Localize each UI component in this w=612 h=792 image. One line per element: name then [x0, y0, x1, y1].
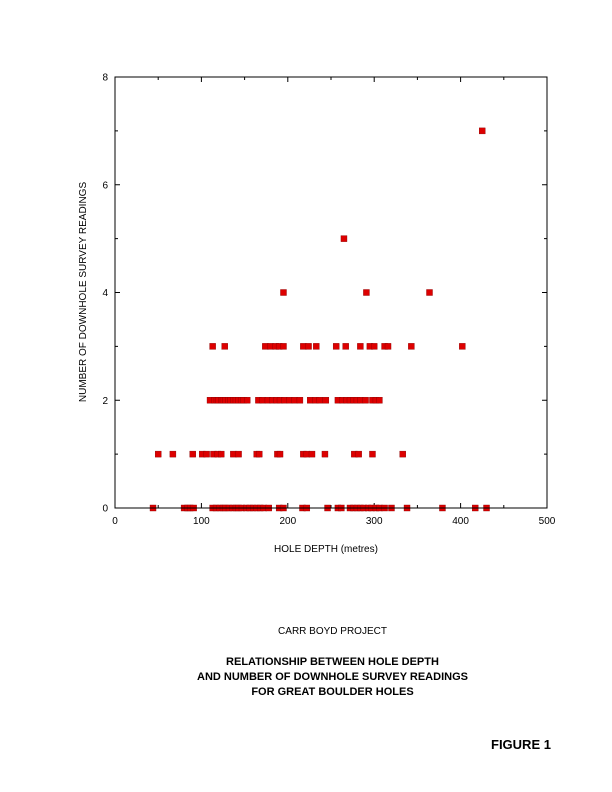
figure-title: RELATIONSHIP BETWEEN HOLE DEPTH AND NUMB…	[0, 655, 612, 700]
data-point	[256, 450, 263, 458]
data-point	[342, 343, 349, 350]
data-point	[235, 450, 242, 458]
x-tick-label: 500	[539, 516, 556, 527]
y-tick-label: 0	[102, 504, 108, 515]
data-point	[308, 450, 316, 458]
data-point	[276, 450, 284, 458]
data-point	[218, 450, 225, 458]
data-point	[243, 397, 251, 404]
data-points	[149, 127, 490, 512]
data-point	[408, 343, 415, 350]
figure-title-line-2: AND NUMBER OF DOWNHOLE SURVEY READINGS	[197, 671, 468, 683]
data-point	[340, 235, 348, 242]
figure-title-line-3: FOR GREAT BOULDER HOLES	[251, 686, 414, 698]
data-point	[369, 450, 376, 458]
data-point	[355, 450, 362, 458]
y-tick-label: 2	[102, 396, 108, 407]
data-point	[203, 450, 210, 458]
data-point	[426, 289, 433, 296]
y-tick-label: 6	[102, 180, 108, 191]
data-point	[154, 450, 162, 458]
data-point	[479, 127, 486, 135]
figure-number: FIGURE 1	[491, 737, 551, 752]
project-name: CARR BOYD PROJECT	[278, 626, 387, 637]
data-point	[169, 450, 177, 458]
data-point	[221, 343, 228, 350]
axis-ticks	[114, 76, 548, 509]
x-tick-label: 400	[452, 516, 469, 527]
data-point	[371, 343, 378, 350]
y-tick-label: 8	[102, 73, 108, 84]
data-point	[362, 397, 369, 404]
data-point	[332, 343, 340, 350]
x-tick-label: 100	[193, 516, 210, 527]
data-point	[459, 343, 466, 350]
axis-tick-labels: 0 100 200 300 400 500 0 2 4 6 8	[102, 73, 555, 528]
data-point	[384, 343, 392, 350]
data-point	[209, 343, 216, 350]
y-axis-label: NUMBER OF DOWNHOLE SURVEY READINGS	[78, 182, 89, 403]
data-point	[189, 450, 196, 458]
data-point	[280, 289, 287, 296]
data-point	[357, 343, 364, 350]
data-point	[376, 397, 383, 404]
x-axis-label: HOLE DEPTH (metres)	[274, 544, 378, 555]
data-point	[296, 397, 304, 404]
data-point	[313, 343, 320, 350]
data-point	[280, 343, 287, 350]
data-point	[305, 343, 312, 350]
data-point	[363, 289, 370, 296]
x-tick-label: 0	[112, 516, 118, 527]
x-tick-label: 200	[279, 516, 296, 527]
plot-frame	[114, 76, 548, 509]
x-tick-label: 300	[366, 516, 383, 527]
y-tick-label: 4	[102, 288, 108, 299]
data-point	[322, 397, 330, 404]
data-point	[399, 450, 406, 458]
data-point	[316, 397, 323, 404]
data-point	[321, 450, 329, 458]
figure-title-line-1: RELATIONSHIP BETWEEN HOLE DEPTH	[226, 656, 439, 668]
